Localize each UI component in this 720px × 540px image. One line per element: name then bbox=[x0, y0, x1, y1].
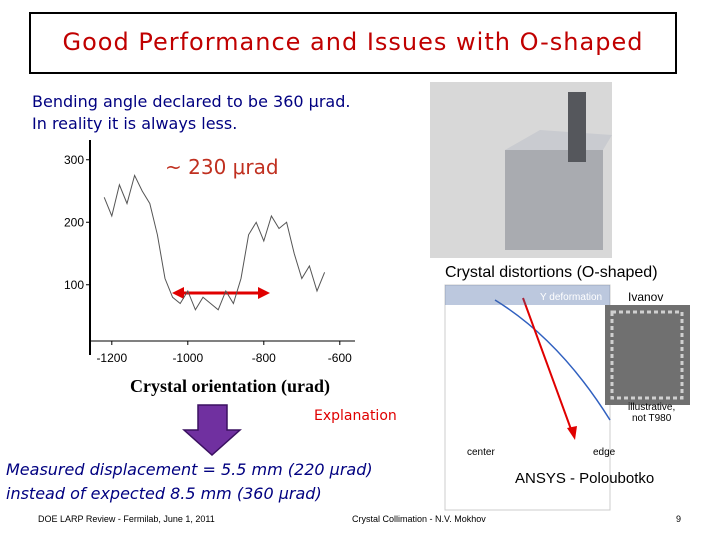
figure-caption: Crystal distortions (O-shaped) bbox=[445, 264, 658, 281]
footer-left: DOE LARP Review - Fermilab, June 1, 2011 bbox=[38, 514, 215, 524]
page-number: 9 bbox=[676, 514, 682, 524]
x-tick-label: -1200 bbox=[96, 351, 127, 365]
crystal-pin bbox=[568, 92, 586, 162]
arrow-head bbox=[258, 287, 270, 299]
pointer-head bbox=[567, 426, 577, 440]
note-line: not T980 bbox=[631, 413, 672, 424]
y-tick-label: 100 bbox=[64, 278, 84, 292]
pointer bbox=[522, 297, 573, 433]
conclusion-line: Measured displacement = 5.5 mm (220 μrad… bbox=[6, 460, 373, 479]
explanation: Explanation bbox=[314, 408, 397, 424]
crystal-photo bbox=[430, 82, 612, 258]
curve-label: Y deformation bbox=[540, 292, 603, 303]
conclusion-line: instead of expected 8.5 mm (360 μrad) bbox=[6, 484, 322, 503]
fringes bbox=[610, 310, 684, 400]
x-tick-label: -800 bbox=[252, 351, 276, 365]
intro-line: Bending angle declared to be 360 μrad. bbox=[32, 92, 351, 111]
x-tick-label: -1000 bbox=[172, 351, 203, 365]
author: Ivanov bbox=[628, 290, 664, 304]
down-arrow bbox=[182, 404, 242, 457]
edge-label: edge bbox=[593, 447, 616, 458]
y-tick-label: 200 bbox=[64, 215, 84, 229]
arrow-head bbox=[172, 287, 184, 299]
title-box bbox=[29, 12, 677, 74]
footer-center: Crystal Collimation - N.V. Mokhov bbox=[352, 514, 486, 524]
center-label: center bbox=[467, 447, 495, 458]
x-axis-label: Crystal orientation (urad) bbox=[130, 376, 330, 397]
intro-line: In reality it is always less. bbox=[32, 114, 238, 133]
fingerprint bbox=[605, 305, 690, 405]
note: illustrative, not T980 bbox=[628, 402, 675, 424]
crystal-block bbox=[505, 150, 603, 250]
plot: ​ Crystal orientation (urad) 100200300-1… bbox=[64, 140, 355, 397]
title: Good Performance and Issues with O-shape… bbox=[62, 28, 644, 56]
y-tick-label: 300 bbox=[64, 153, 84, 167]
source: ANSYS - Poloubotko bbox=[515, 470, 655, 487]
note-line: illustrative, bbox=[628, 402, 676, 413]
crystal-top bbox=[505, 130, 612, 150]
deform-curve bbox=[494, 299, 611, 421]
x-tick-label: -600 bbox=[328, 351, 352, 365]
data-line bbox=[103, 173, 326, 311]
plot-annotation: ~ 230 μrad bbox=[165, 155, 279, 179]
